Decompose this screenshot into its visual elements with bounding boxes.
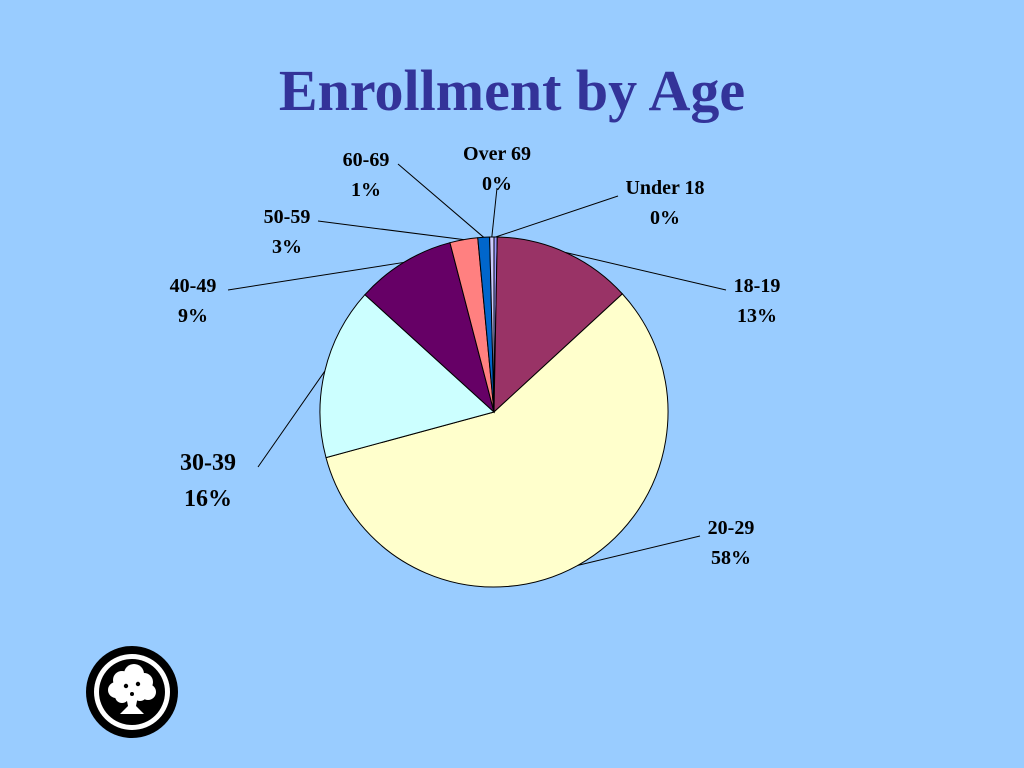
data-label-18-19: 18-19 13%	[734, 275, 781, 327]
data-label-20-29: 20-29 58%	[708, 517, 755, 569]
pie-slice-30-39	[319, 293, 496, 459]
leader-line-40-49	[227, 261, 404, 291]
chart-title: Enrollment by Age	[278, 58, 746, 123]
data-label-under-18: Under 18 0%	[625, 177, 704, 229]
data-label-50-59: 50-59 3%	[264, 206, 311, 258]
leader-line-18-19	[565, 252, 727, 291]
data-label-40-49: 40-49 9%	[170, 275, 217, 327]
data-label-over-69: Over 69 0%	[463, 143, 531, 195]
leader-line-under-18	[495, 195, 619, 238]
leader-line-20-29	[577, 535, 701, 566]
leader-line-60-69	[397, 163, 485, 238]
leader-line-over-69	[491, 187, 498, 238]
leader-line-50-59	[317, 220, 464, 241]
pie-slice-over-69	[489, 236, 495, 413]
pie-slice-20-29	[325, 293, 669, 588]
tree-logo	[86, 646, 178, 738]
pie-slice-40-49	[364, 242, 495, 414]
data-label-60-69: 60-69 1%	[343, 149, 390, 201]
pie-slice-18-19	[493, 236, 624, 414]
data-label-30-39: 30-39 16%	[180, 450, 236, 512]
leader-line-30-39	[257, 370, 326, 468]
